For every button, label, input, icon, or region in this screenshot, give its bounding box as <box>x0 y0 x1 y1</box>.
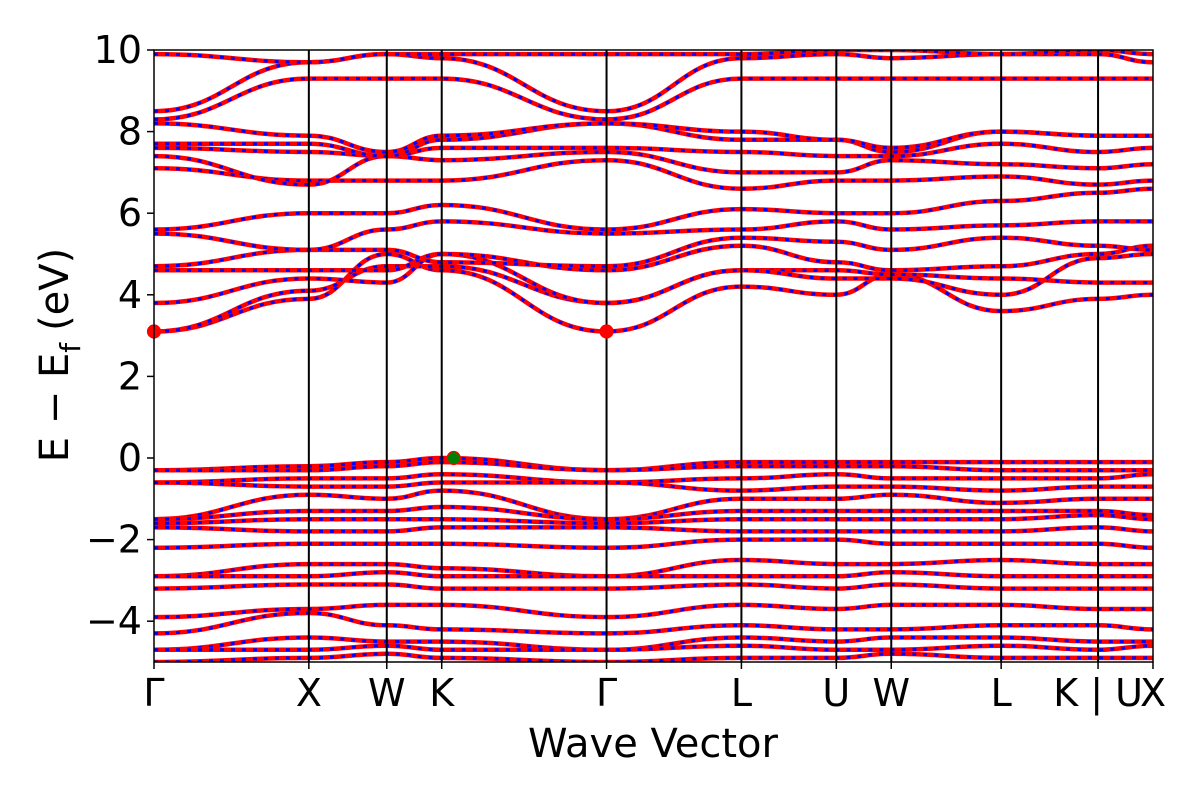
x-tick-label: K <box>429 671 455 715</box>
valence-band-10-line <box>154 557 1153 579</box>
y-tick-label: 10 <box>94 28 142 72</box>
conduction-band-6-dash <box>154 219 1153 252</box>
bands-layer <box>154 50 1153 662</box>
x-tick-label: X <box>1140 671 1166 715</box>
y-axis-label-main: E − E <box>32 353 78 463</box>
valence-band-12-line <box>154 582 1153 591</box>
y-tick-label: −4 <box>86 599 142 643</box>
valence-band-17-line <box>154 651 1153 662</box>
y-axis-label-unit: (eV) <box>32 248 78 331</box>
conduction-band-7-dash <box>154 187 1153 232</box>
valence-band-1-line <box>154 455 1153 473</box>
conduction-band-10-line <box>154 141 1153 159</box>
valence-band-7-line <box>154 512 1153 526</box>
valence-band-14-line <box>154 610 1153 636</box>
conduction-band-15-line <box>154 50 1153 65</box>
valence-band-16-line <box>154 643 1153 653</box>
x-tick-label: Γ <box>143 671 164 715</box>
x-axis-label: Wave Vector <box>528 721 779 767</box>
valence-band-8-line <box>154 525 1153 534</box>
x-tick-label: W <box>368 671 406 715</box>
conduction-band-8-dash <box>154 158 1153 191</box>
y-tick-label: −2 <box>86 518 142 562</box>
valence-band-5-dash <box>154 489 1153 521</box>
conduction-band-3-dash <box>154 252 1153 305</box>
conduction-band-14-dash <box>154 77 1153 121</box>
valence-band-3-line <box>154 472 1153 485</box>
plot-frame <box>153 49 1154 663</box>
vbm-marker <box>446 450 461 466</box>
conduction-band-12-dash <box>154 121 1153 154</box>
cbm-marker <box>599 324 614 339</box>
x-tick-label: X <box>296 671 322 715</box>
y-axis-label: E − Ef (eV) <box>32 248 87 463</box>
valence-band-6-line <box>154 504 1153 522</box>
kpoint-lines <box>307 50 1100 662</box>
valence-band-13-line <box>154 602 1153 620</box>
y-axis-ticks: 10 8 6 4 2 0 −2 −4 <box>86 28 154 643</box>
y-tick-label: 2 <box>118 354 142 398</box>
conduction-band-1-dash <box>154 252 1153 334</box>
extrema-markers <box>146 324 614 466</box>
x-tick-label: Γ <box>596 671 617 715</box>
valence-band-15-dash <box>154 635 1153 652</box>
x-tick-label: K | U <box>1053 671 1143 716</box>
y-tick-label: 6 <box>118 191 142 235</box>
x-tick-label: L <box>731 671 752 715</box>
valence-band-2-line <box>154 459 1153 473</box>
x-tick-label: L <box>991 671 1012 715</box>
valence-band-11-line <box>154 569 1153 579</box>
x-tick-label: U <box>822 671 850 715</box>
y-tick-label: 8 <box>118 110 142 154</box>
y-tick-label: 4 <box>118 273 142 317</box>
x-tick-label: W <box>872 671 910 715</box>
y-tick-label: 0 <box>118 436 142 480</box>
valence-band-4-line <box>154 480 1153 493</box>
y-axis-label-subscript: f <box>54 342 87 353</box>
valence-band-9-line <box>154 537 1153 551</box>
valence-band-10-dash <box>154 558 1153 578</box>
conduction-band-4-dash <box>154 244 1153 272</box>
conduction-band-5-dash <box>154 236 1153 268</box>
